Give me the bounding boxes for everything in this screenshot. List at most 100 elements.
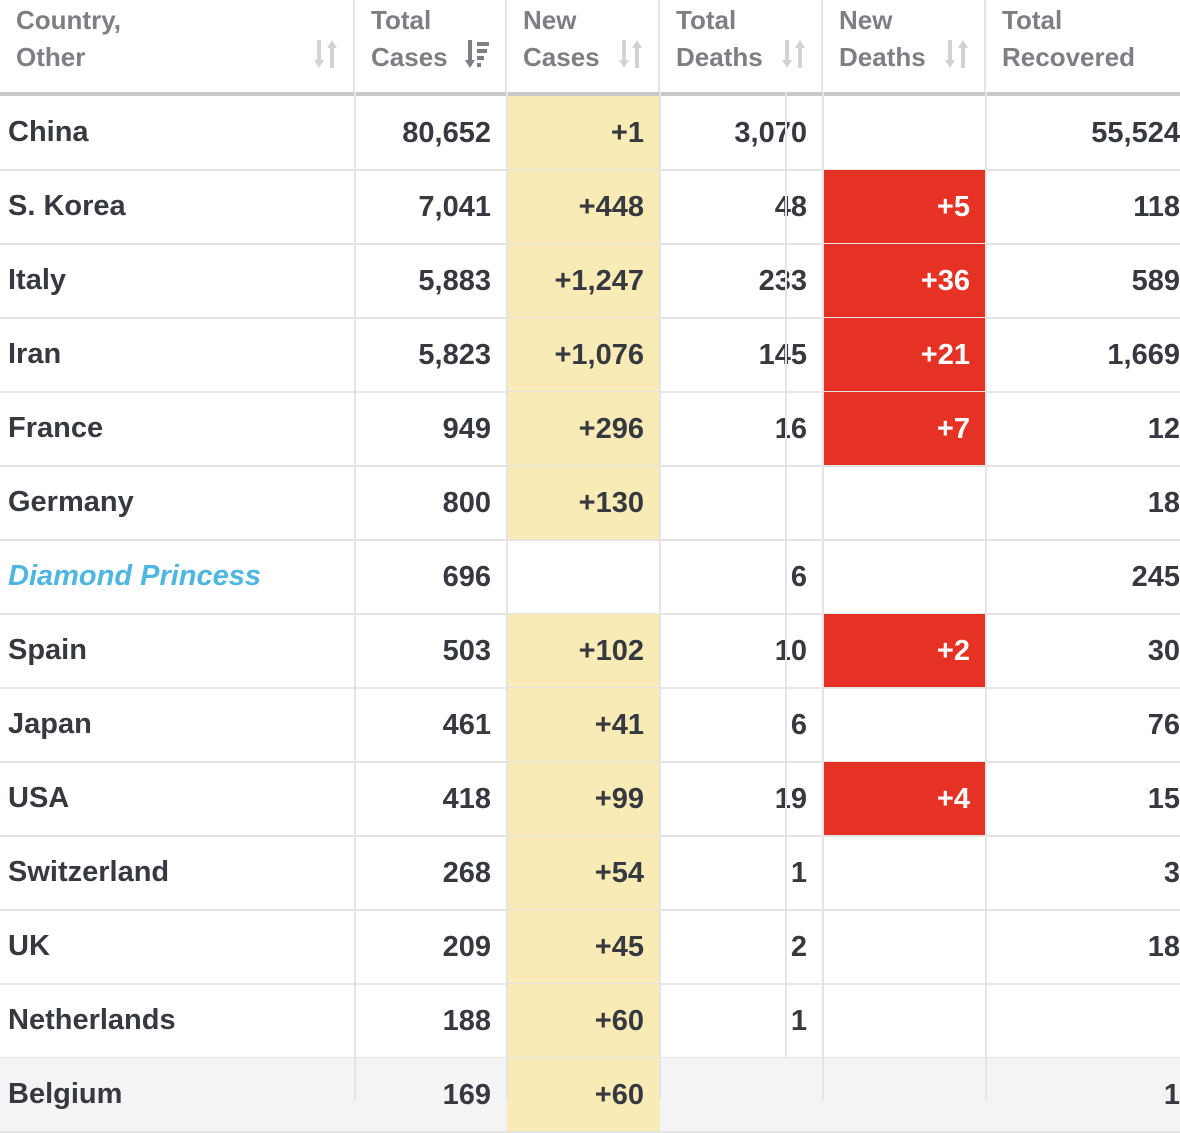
header-line-1: Country, [16,5,121,35]
cell-new-deaths [823,910,986,984]
header-line-1: Total [371,5,432,35]
cell-total-recovered: 1 [1163,1079,1180,1111]
cell-total-cases: 80,652 [402,117,491,149]
header-line-2: Other [16,42,86,72]
column-header-label: New Cases [523,2,600,76]
cell-new-deaths: +2 [823,614,986,688]
cell-total-recovered: 30 [1147,635,1180,667]
column-divider [506,92,508,1100]
column-header-total-recovered[interactable]: Total Recovered [986,0,1180,92]
cell-total-cases: 7,041 [418,191,491,223]
column-divider [659,92,661,1100]
sort-icon[interactable] [618,38,644,70]
cell-new-cases: +1,076 [507,318,660,392]
header-line-2: Cases [523,42,600,72]
cell-new-cases: +41 [507,688,660,762]
cell-total-deaths: 2 [790,931,807,963]
cell-country: Switzerland [8,856,170,888]
cell-total-deaths [660,466,823,540]
sort-icon[interactable] [781,38,807,70]
table-row: Spain 503 +102 10 +2 30 [0,614,1180,688]
cell-new-deaths [823,466,986,540]
column-header-total-cases[interactable]: Total Cases [355,0,507,92]
cell-country: Italy [8,264,67,296]
column-divider [985,92,987,1100]
cell-new-deaths [823,1058,986,1132]
cell-new-cases: +99 [507,762,660,836]
cell-new-deaths: +36 [823,244,986,318]
sort-icon[interactable] [944,38,970,70]
sort-icon[interactable] [313,38,339,70]
cell-total-deaths: 48 [774,191,807,223]
cell-total-recovered: 15 [1147,783,1180,815]
cell-total-recovered: 18 [1147,931,1180,963]
table-row: Diamond Princess 696 6 245 [0,540,1180,614]
cell-country: UK [8,930,50,962]
header-line-1: Total [1002,5,1063,35]
cell-new-deaths [823,836,986,910]
column-header-new-cases[interactable]: New Cases [507,0,660,92]
cell-new-cases: +130 [507,466,660,540]
cell-country: S. Korea [8,190,126,222]
cell-country: Netherlands [8,1004,176,1036]
header-line-1: Total [676,5,737,35]
column-header-label: Total Cases [371,2,448,76]
cell-total-cases: 696 [442,561,491,593]
cell-total-recovered: 18 [1147,487,1180,519]
cell-country: USA [8,782,70,814]
cell-new-cases: +60 [507,1058,660,1132]
cell-total-recovered: 245 [1131,561,1180,593]
table-row: Netherlands 188 +60 1 [0,984,1180,1058]
table-row: Belgium 169 +60 1 [0,1058,1180,1132]
table-row: Italy 5,883 +1,247 233 +36 589 [0,244,1180,318]
cell-total-recovered: 589 [1131,265,1180,297]
cell-total-deaths: 145 [758,339,807,371]
cell-total-recovered [986,984,1180,1058]
cell-total-deaths: 6 [790,561,807,593]
cell-country: Japan [8,708,92,740]
column-header-label: Total Recovered [1002,2,1135,76]
cell-total-cases: 169 [442,1079,491,1111]
header-line-1: New [839,5,893,35]
cell-total-deaths: 1 [790,1005,807,1037]
cell-total-deaths: 16 [774,413,807,445]
cell-new-deaths: +4 [823,762,986,836]
cell-total-cases: 800 [442,487,491,519]
table-row: USA 418 +99 19 +4 15 [0,762,1180,836]
header-line-2: Deaths [839,42,926,72]
cell-total-deaths: 3,070 [734,117,807,149]
cell-total-cases: 949 [442,413,491,445]
cell-total-cases: 503 [442,635,491,667]
cell-new-deaths: +7 [823,392,986,466]
column-header-label: Total Deaths [676,2,763,76]
table-row: Switzerland 268 +54 1 3 [0,836,1180,910]
cell-total-recovered: 1,669 [1107,339,1180,371]
header-line-2: Recovered [1002,42,1135,72]
column-header-new-deaths[interactable]: New Deaths [823,0,986,92]
header-line-1: New [523,5,577,35]
header-line-2: Deaths [676,42,763,72]
table-row: China 80,652 +1 3,070 55,524 [0,96,1180,170]
cell-country: Spain [8,634,87,666]
cell-total-recovered: 118 [1133,191,1180,223]
cell-country: Iran [8,338,62,370]
cell-total-cases: 188 [442,1005,491,1037]
column-header-total-deaths[interactable]: Total Deaths [660,0,823,92]
cell-country[interactable]: Diamond Princess [8,560,262,592]
column-divider [822,92,824,1100]
column-divider [354,92,356,1100]
sort-desc-active-icon[interactable] [465,38,491,70]
cell-new-deaths [823,688,986,762]
cell-total-deaths: 19 [774,783,807,815]
cell-total-cases: 209 [442,931,491,963]
cell-new-deaths: +5 [823,170,986,244]
cell-new-cases: +448 [507,170,660,244]
cell-total-deaths: 6 [790,709,807,741]
cell-total-deaths: 233 [758,265,807,297]
cell-total-deaths: 10 [774,635,807,667]
cell-country: Belgium [8,1078,123,1110]
cell-total-cases: 418 [442,783,491,815]
table-row: S. Korea 7,041 +448 48 +5 118 [0,170,1180,244]
column-header-country[interactable]: Country, Other [0,0,355,92]
